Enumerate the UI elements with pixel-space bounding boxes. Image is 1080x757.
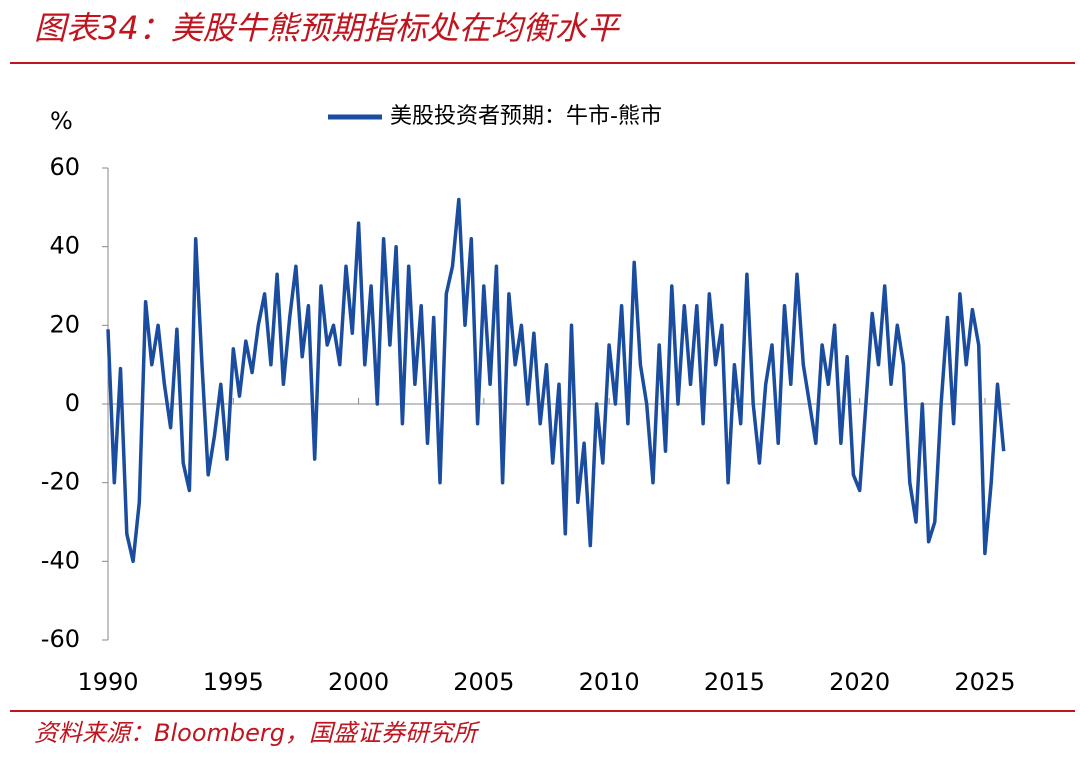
y-tick-label: -20 [41,468,80,496]
y-tick-label: 60 [49,153,80,181]
x-tick-label: 2005 [453,668,514,696]
y-tick-label: 20 [49,310,80,338]
x-tick-label: 2010 [579,668,640,696]
x-tick-label: 1990 [77,668,138,696]
x-tick-label: 1995 [203,668,264,696]
legend-label: 美股投资者预期：牛市-熊市 [390,104,662,129]
x-tick-label: 2015 [704,668,765,696]
y-tick-label: -60 [41,625,80,653]
x-tick-label: 2020 [829,668,890,696]
x-tick-label: 2000 [328,668,389,696]
chart-title: 图表34：美股牛熊预期指标处在均衡水平 [34,9,622,47]
x-tick-label: 2025 [954,668,1015,696]
data-line [106,197,1006,564]
y-tick-label: 0 [65,389,80,417]
y-axis-label: % [50,107,73,135]
source: 资料来源：Bloomberg，国盛证券研究所 [34,719,481,747]
y-tick-label: 40 [49,232,80,260]
y-tick-label: -40 [41,546,80,574]
